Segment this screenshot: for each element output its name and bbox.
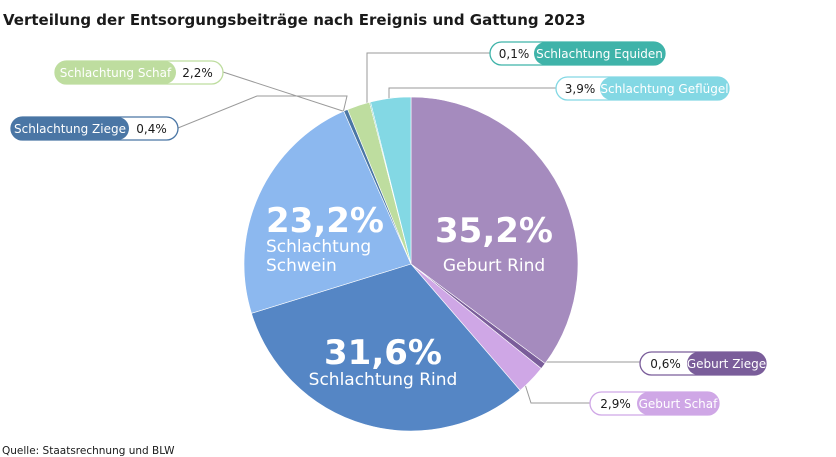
callout-fill-schlachtung-equiden <box>534 42 665 65</box>
leader-line-schlachtung-schaf <box>222 71 356 116</box>
callout-name-geburt-ziege: Geburt Ziege <box>687 357 766 371</box>
slice-name-geburt-rind: Geburt Rind <box>443 256 545 276</box>
callout-name-geburt-schaf: Geburt Schaf <box>639 397 719 411</box>
pie-slice-geburt-rind <box>410 96 579 364</box>
slice-percent-schlachtung-rind: 31,6% <box>324 333 442 373</box>
callout-fill-schlachtung-gefluegel <box>600 77 729 100</box>
callout-schlachtung-ziege: 0,4% Schlachtung Ziege <box>10 116 179 141</box>
callout-fill-geburt-ziege <box>687 352 766 375</box>
pie-slice-schlachtung-schwein <box>243 110 412 314</box>
callout-schlachtung-gefluegel: 3,9% Schlachtung Geflügel <box>555 76 730 101</box>
callout-percent-schlachtung-gefluegel: 3,9% <box>565 82 596 96</box>
slice-percent-geburt-rind: 35,2% <box>435 211 553 251</box>
callout-labels: 0,6% Geburt Ziege 2,9% Geburt Schaf 0,4% Schl… <box>10 41 767 416</box>
callout-fill-schlachtung-ziege <box>11 117 129 140</box>
callout-schlachtung-equiden: 0,1% Schlachtung Equiden <box>489 41 666 66</box>
slice-name-schlachtung-schwein-line-2: Schwein <box>266 256 337 276</box>
leader-line-schlachtung-equiden <box>366 52 490 103</box>
callout-percent-schlachtung-equiden: 0,1% <box>499 47 530 61</box>
callout-name-schlachtung-gefluegel: Schlachtung Geflügel <box>600 82 728 96</box>
leader-line-schlachtung-gefluegel <box>388 87 556 101</box>
chart-title: Verteilung der Entsorgungsbeiträge nach … <box>3 11 586 29</box>
callout-percent-schlachtung-schaf: 2,2% <box>182 66 213 80</box>
callout-name-schlachtung-schaf: Schlachtung Schaf <box>60 66 172 80</box>
callout-fill-schlachtung-schaf <box>55 61 176 84</box>
pie-slices <box>243 96 579 432</box>
callout-geburt-schaf: 2,9% Geburt Schaf <box>589 391 720 416</box>
callout-percent-geburt-schaf: 2,9% <box>600 397 631 411</box>
slice-name-schlachtung-rind: Schlachtung Rind <box>309 370 458 390</box>
inside-labels: 35,2% Geburt Rind 31,6%Schlachtung Rind 23,… <box>266 201 553 390</box>
pie-slice-schlachtung-rind <box>251 263 521 432</box>
callout-percent-geburt-ziege: 0,6% <box>650 357 681 371</box>
callout-fill-geburt-schaf <box>637 392 719 415</box>
callout-leaders <box>177 52 640 404</box>
source-note: Quelle: Staatsrechnung und BLW <box>2 445 175 457</box>
pie-slice-schlachtung-gefluegel <box>370 96 412 265</box>
callout-geburt-ziege: 0,6% Geburt Ziege <box>639 351 767 376</box>
leader-line-schlachtung-ziege <box>177 95 348 129</box>
slice-name-schlachtung-schwein-line-1: Schlachtung <box>266 237 371 257</box>
callout-name-schlachtung-equiden: Schlachtung Equiden <box>536 47 663 61</box>
callout-schlachtung-schaf: 2,2% Schlachtung Schaf <box>54 60 224 85</box>
leader-line-geburt-schaf <box>522 377 590 404</box>
callout-percent-schlachtung-ziege: 0,4% <box>136 122 167 136</box>
callout-name-schlachtung-ziege: Schlachtung Ziege <box>14 122 126 136</box>
slice-percent-schlachtung-schwein: 23,2% <box>266 201 384 241</box>
